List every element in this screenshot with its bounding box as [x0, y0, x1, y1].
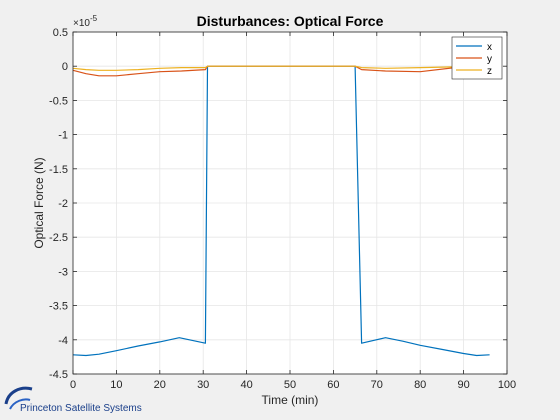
x-tick-label: 60 — [327, 379, 339, 391]
x-tick-label: 50 — [284, 379, 296, 391]
y-tick-label: 0 — [62, 61, 68, 73]
x-tick-label: 30 — [197, 379, 209, 391]
x-tick-label: 40 — [240, 379, 252, 391]
logo-arc-icon — [9, 398, 31, 410]
x-tick-label: 70 — [371, 379, 383, 391]
logo-text: Princeton Satellite Systems — [20, 403, 142, 414]
legend-label-z: z — [487, 66, 492, 77]
princeton-logo: Princeton Satellite Systems — [4, 386, 142, 414]
y-axis-label: Optical Force (N) — [32, 157, 46, 248]
series-line-z — [72, 65, 490, 71]
y-tick-label: 0.5 — [53, 27, 68, 39]
y-tick-label: -2 — [58, 198, 68, 210]
x-tick-label: 0 — [70, 379, 76, 391]
exponent-power: -5 — [90, 14, 98, 23]
x-tick-label: 90 — [457, 379, 469, 391]
y-tick-label: -2.5 — [49, 232, 68, 244]
y-tick-label: -0.5 — [49, 95, 68, 107]
exponent-base: ×10 — [73, 18, 90, 29]
ticks — [72, 31, 508, 375]
y-tick-label: -1 — [58, 130, 68, 142]
y-exponent-label: ×10-5 — [73, 14, 98, 29]
y-tick-label: -4 — [58, 335, 68, 347]
chart-title: Disturbances: Optical Force — [197, 13, 384, 29]
legend-label-x: x — [487, 42, 492, 53]
x-tick-label: 80 — [414, 379, 426, 391]
x-tick-label: 100 — [498, 379, 516, 391]
x-tick-label: 20 — [154, 379, 166, 391]
legend-label-y: y — [487, 54, 492, 65]
x-axis-label: Time (min) — [262, 393, 319, 407]
series-line-y — [72, 64, 490, 77]
y-tick-label: -4.5 — [49, 369, 68, 381]
legend: xyz — [451, 36, 503, 80]
series-layer — [72, 64, 490, 357]
x-tick-label: 10 — [110, 379, 122, 391]
y-tick-label: -3 — [58, 266, 68, 278]
logo-swoosh-icon — [4, 386, 33, 405]
tick-labels: 0 10 20 30 40 50 60 70 80 90 100 0.5 0 -0.5 -1 -1.5 -2 -2… — [49, 27, 516, 391]
y-tick-label: -1.5 — [49, 164, 68, 176]
y-tick-label: -3.5 — [49, 301, 68, 313]
